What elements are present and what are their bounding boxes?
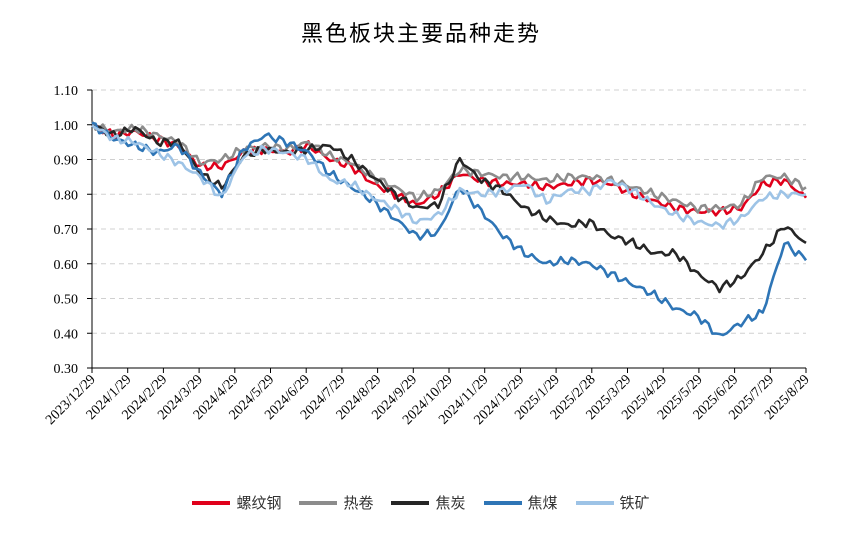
legend-item: 焦煤 (483, 492, 558, 513)
y-tick-labels: 0.30 0.40 0.50 0.60 0.70 0.80 0.90 1.00 1.10 (54, 84, 79, 377)
legend-item: 焦炭 (391, 492, 466, 513)
legend-item: 铁矿 (575, 492, 650, 513)
legend-swatch (192, 500, 231, 505)
legend-swatch (483, 500, 522, 505)
legend-item: 螺纹钢 (192, 492, 281, 513)
legend-label: 焦煤 (527, 494, 558, 512)
legend-item: 热卷 (299, 492, 373, 513)
y-tick-label: 0.30 (54, 362, 79, 377)
series-line-2 (90, 120, 807, 214)
series-lines (90, 120, 808, 337)
legend-swatch (299, 500, 338, 505)
y-tick-label: 0.70 (54, 223, 79, 238)
legend-label: 焦炭 (435, 494, 466, 512)
series-line-5 (91, 124, 807, 230)
y-tick-label: 0.40 (54, 327, 79, 342)
y-tick-label: 0.80 (54, 188, 79, 203)
legend-swatch (391, 500, 430, 505)
axes (87, 89, 807, 373)
chart-title: 黑色板块主要品种走势 (300, 22, 541, 47)
legend-label: 螺纹钢 (236, 494, 282, 512)
legend-swatch (575, 500, 614, 505)
x-tick-labels: 2023/12/292024/1/292024/2/292024/3/29202… (43, 372, 813, 428)
y-tick-label: 0.90 (54, 154, 79, 169)
y-tick-label: 0.50 (54, 293, 79, 308)
y-tick-label: 1.00 (54, 119, 79, 134)
legend-label: 热卷 (343, 494, 374, 512)
y-tick-label: 1.10 (54, 84, 79, 99)
series-line-1 (91, 123, 808, 217)
legend-label: 铁矿 (619, 494, 650, 512)
y-tick-label: 0.60 (54, 258, 79, 273)
legend: 螺纹钢 热卷 焦炭 焦煤 铁矿 (0, 492, 842, 513)
